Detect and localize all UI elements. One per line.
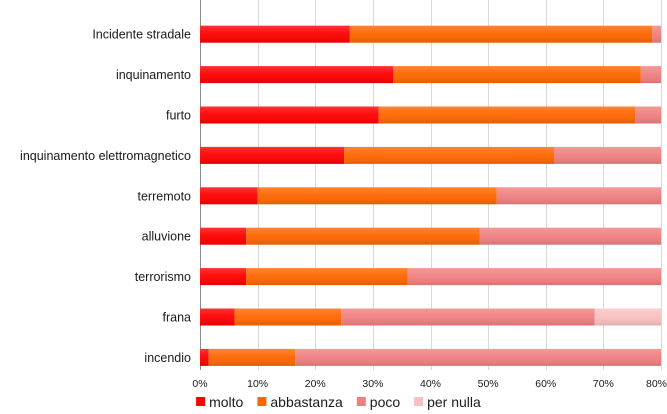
legend-marker-poco: [356, 397, 366, 406]
bar-highlight: [200, 66, 394, 84]
bar-highlight: [200, 187, 258, 205]
x-tick-label: 10%: [247, 378, 268, 390]
legend: molto abbastanza poco per nulla: [196, 394, 481, 410]
bar-highlight: [200, 308, 235, 326]
category-label-incidente-stradale: Incidente stradale: [92, 28, 191, 42]
category-label-inquinamento-elettromagnetico: inquinamento elettromagnetico: [20, 149, 191, 163]
x-tick-label: 30%: [362, 378, 383, 390]
legend-marker-abbastanza: [257, 397, 267, 406]
bar-highlight: [635, 106, 661, 124]
bar-highlight: [652, 25, 661, 43]
x-tick-label: 40%: [420, 378, 441, 390]
bar-highlight: [407, 268, 661, 286]
bar-highlight: [200, 106, 379, 124]
x-tick-label: 20%: [305, 378, 326, 390]
legend-marker-molto: [196, 397, 206, 406]
bar-highlight: [349, 25, 653, 43]
bar-highlight: [257, 187, 497, 205]
bar-highlight: [246, 268, 408, 286]
bar-highlight: [479, 227, 661, 245]
bar-highlight: [496, 187, 661, 205]
bar-highlight: [378, 106, 636, 124]
category-label-alluvione: alluvione: [142, 230, 191, 244]
bar-highlight: [200, 227, 247, 245]
bar-highlight: [344, 146, 555, 164]
x-tick-label: 80%: [646, 378, 667, 390]
bar-highlight: [234, 308, 342, 326]
bar-highlight: [208, 348, 296, 366]
bars: [200, 25, 661, 366]
bar-highlight: [295, 348, 661, 366]
bar-highlight: [640, 66, 661, 84]
legend-label-molto: molto: [209, 394, 243, 410]
bar-highlight: [594, 308, 661, 326]
bar-highlight: [393, 66, 641, 84]
legend-marker-per-nulla: [414, 397, 424, 406]
category-label-terremoto: terremoto: [138, 189, 192, 203]
gridlines: [200, 0, 662, 370]
x-axis-ticks: 0% 10% 20% 30% 40% 50% 60% 70% 80%: [192, 378, 667, 390]
legend-label-per-nulla: per nulla: [427, 394, 481, 410]
legend-label-abbastanza: abbastanza: [270, 394, 343, 410]
category-label-terrorismo: terrorismo: [135, 270, 191, 284]
category-label-frana: frana: [163, 311, 192, 325]
bar-highlight: [200, 348, 209, 366]
legend-label-poco: poco: [370, 394, 401, 410]
bar-highlight: [200, 25, 350, 43]
bar-highlight: [200, 146, 345, 164]
x-tick-label: 0%: [192, 378, 207, 390]
category-label-incendio: incendio: [144, 351, 191, 365]
bar-highlight: [200, 268, 247, 286]
category-label-inquinamento: inquinamento: [116, 68, 191, 82]
bar-highlight: [554, 146, 661, 164]
x-tick-label: 60%: [535, 378, 556, 390]
category-labels: Incidente stradale inquinamento furto inqui…: [20, 28, 191, 365]
category-label-furto: furto: [166, 109, 191, 123]
x-tick-label: 70%: [593, 378, 614, 390]
bar-highlight: [246, 227, 480, 245]
bar-highlight: [341, 308, 595, 326]
x-tick-label: 50%: [478, 378, 499, 390]
